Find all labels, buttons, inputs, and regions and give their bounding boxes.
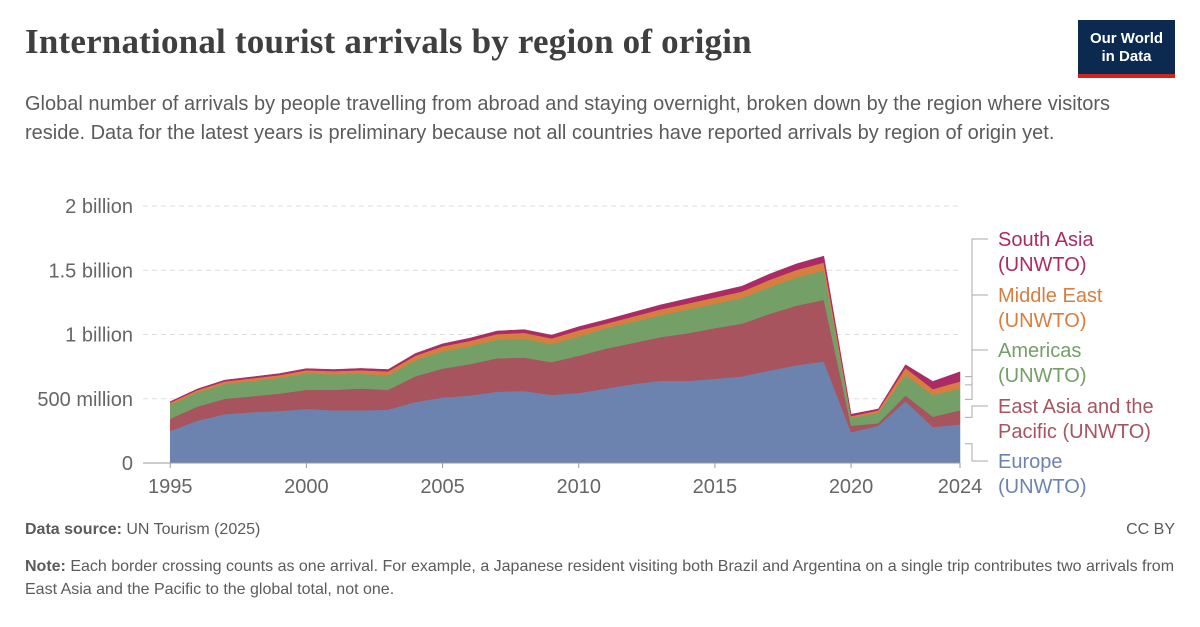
x-tick-label-6: 2024	[938, 476, 983, 498]
logo-line-2: in Data	[1101, 48, 1152, 65]
y-tick-label-0: 0	[122, 453, 133, 475]
y-tick-label-1: 500 million	[37, 389, 133, 411]
data-source-label: Data source:	[25, 521, 122, 538]
chart-title: International tourist arrivals by region…	[25, 22, 752, 61]
x-tick-label-2: 2005	[420, 476, 465, 498]
series-label-east-asia-and-the-pacific-1: Pacific (UNWTO)	[998, 421, 1151, 443]
x-tick-label-0: 1995	[148, 476, 193, 498]
series-label-americas-0: Americas	[998, 340, 1081, 362]
series-label-americas-1: (UNWTO)	[998, 365, 1087, 387]
y-tick-label-3: 1.5 billion	[48, 260, 133, 282]
series-label-east-asia-and-the-pacific-0: East Asia and the	[998, 396, 1154, 418]
owid-logo[interactable]: Our World in Data	[1078, 20, 1175, 78]
note-label: Note:	[25, 558, 66, 575]
y-tick-label-2: 1 billion	[65, 325, 133, 347]
data-source: Data source: UN Tourism (2025)	[25, 521, 260, 539]
x-tick-label-3: 2010	[556, 476, 601, 498]
connector-americas	[965, 349, 988, 400]
series-label-south-asia-0: South Asia	[998, 229, 1095, 251]
y-tick-label-4: 2 billion	[65, 196, 133, 218]
connector-east-asia-and-the-pacific	[965, 405, 988, 418]
series-label-south-asia-1: (UNWTO)	[998, 254, 1087, 276]
chart-subtitle: Global number of arrivals by people trav…	[25, 93, 1111, 144]
connector-europe	[965, 443, 988, 462]
x-tick-label-4: 2015	[693, 476, 738, 498]
connector-south-asia	[965, 238, 988, 378]
data-source-link[interactable]: UN Tourism (2025)	[126, 521, 261, 538]
series-label-europe-1: (UNWTO)	[998, 476, 1087, 498]
series-label-europe-0: Europe	[998, 451, 1063, 473]
license-link[interactable]: CC BY	[1126, 521, 1175, 538]
series-label-middle-east-1: (UNWTO)	[998, 310, 1087, 332]
series-label-middle-east-0: Middle East	[998, 285, 1103, 307]
x-tick-label-1: 2000	[284, 476, 329, 498]
connector-middle-east	[965, 294, 988, 386]
chart-note: Note: Each border crossing counts as one…	[25, 555, 1175, 601]
x-tick-label-5: 2020	[829, 476, 874, 498]
logo-line-1: Our World	[1089, 30, 1164, 47]
area-south-asia	[169, 255, 961, 417]
note-text: Each border crossing counts as one arriv…	[25, 558, 1175, 598]
